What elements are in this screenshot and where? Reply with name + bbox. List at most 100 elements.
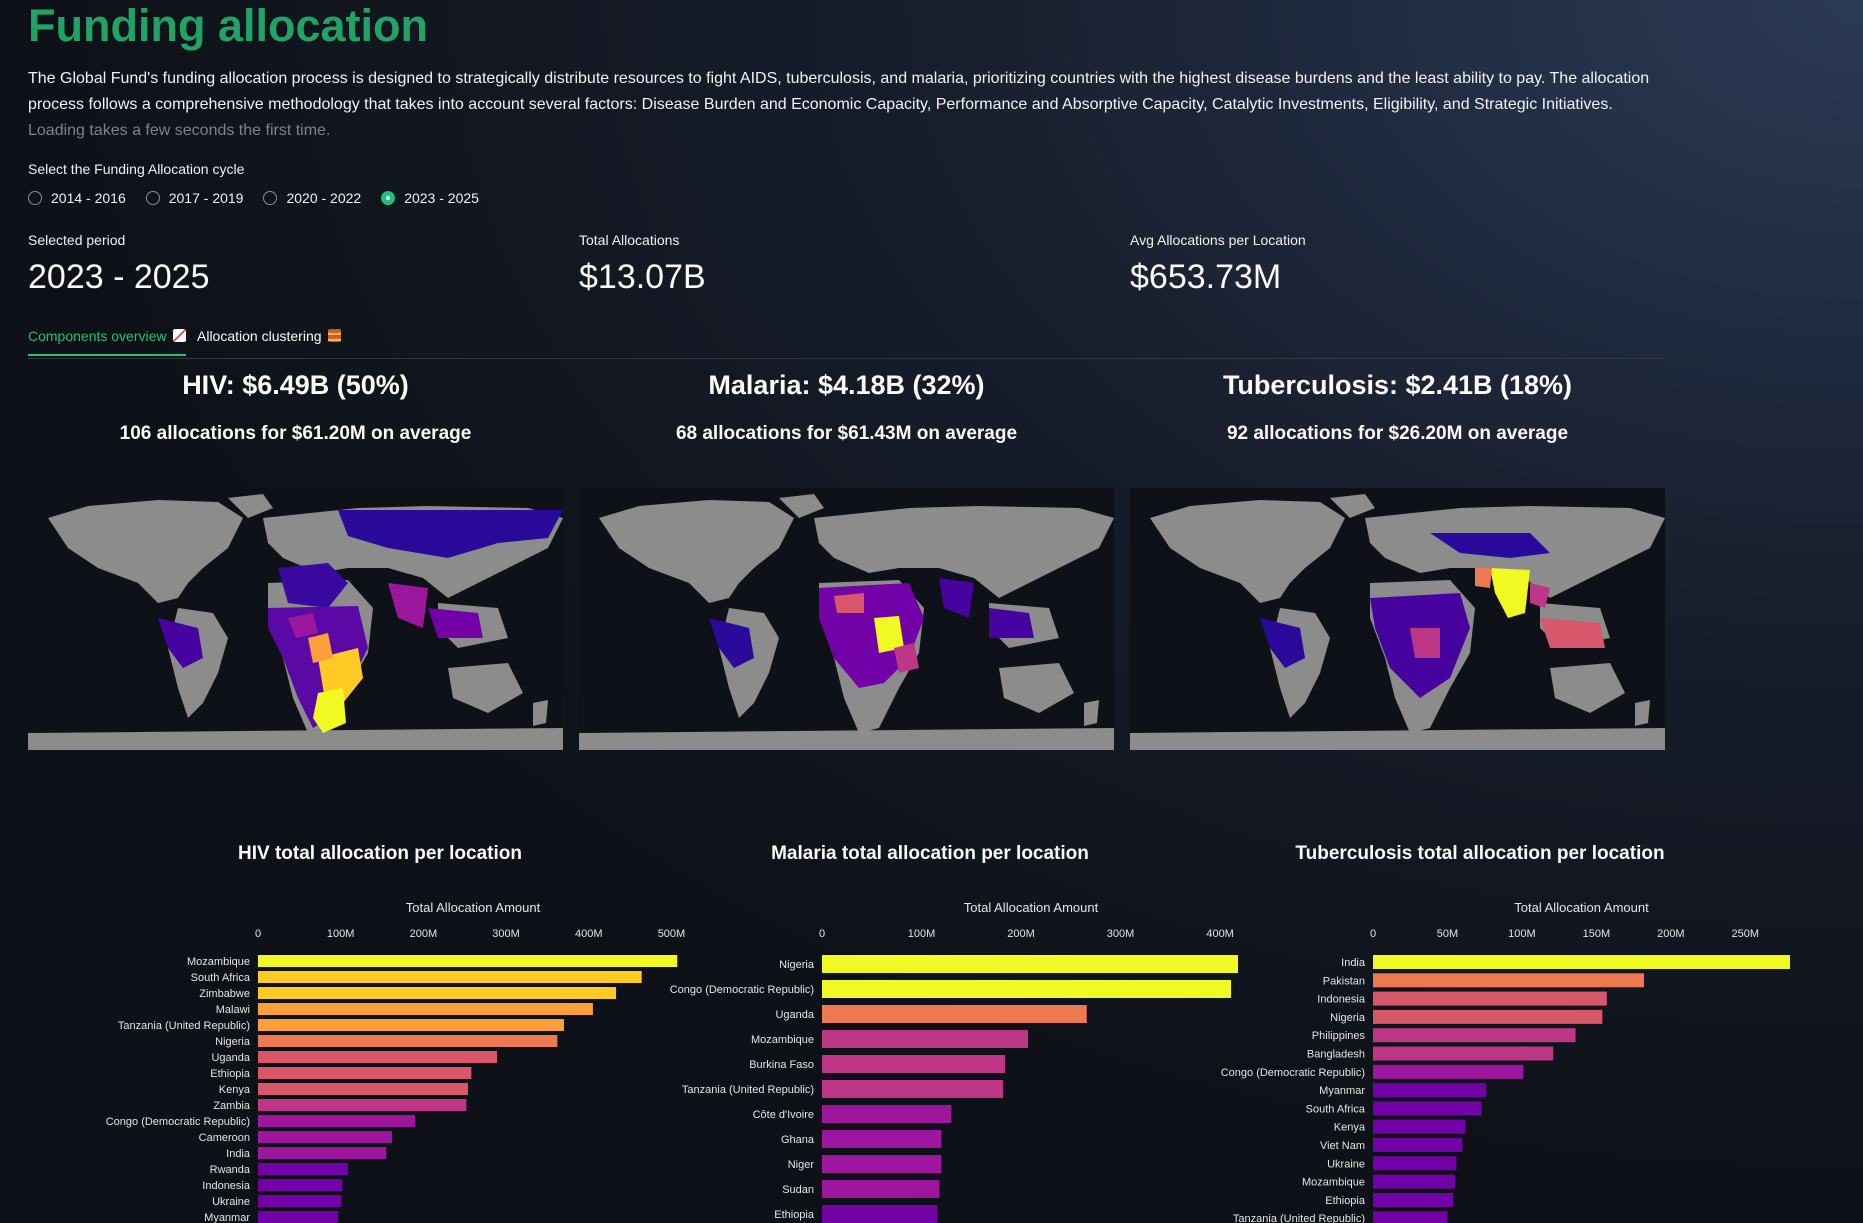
metric-avg-allocations: Avg Allocations per Location $653.73M xyxy=(1130,232,1306,297)
cycle-option-2023-2025[interactable]: 2023 - 2025 xyxy=(381,190,479,206)
hiv-subline: 106 allocations for $61.20M on average xyxy=(119,423,472,444)
land-shape xyxy=(779,494,824,518)
category-label: India xyxy=(1341,957,1366,969)
x-tick-label: 0 xyxy=(1370,928,1376,940)
bar xyxy=(1373,1101,1482,1116)
tb-world-map[interactable] xyxy=(1130,488,1665,750)
hiv-headline: HIV: $6.49B (50%) xyxy=(182,370,409,400)
metric-label: Total Allocations xyxy=(579,232,680,248)
radio-selected-icon[interactable] xyxy=(381,191,396,205)
map-highlights xyxy=(709,578,1034,688)
category-label: Zambia xyxy=(213,1100,251,1112)
hiv-bar-chart[interactable]: Total Allocation Amount 0 100M 200M 300M 400M… xyxy=(28,895,708,1223)
cycle-option-2017-2019[interactable]: 2017 - 2019 xyxy=(145,190,243,206)
x-tick-label: 0 xyxy=(255,928,261,940)
category-label: Malawi xyxy=(216,1004,250,1016)
x-tick-label: 500M xyxy=(658,928,686,940)
land-shape xyxy=(48,500,243,603)
category-label: Ethiopia xyxy=(774,1209,815,1221)
bar xyxy=(258,1019,564,1031)
metric-selected-period: Selected period 2023 - 2025 xyxy=(28,232,210,297)
bar xyxy=(1373,1138,1463,1152)
bar xyxy=(258,1131,392,1143)
tab-allocation-clustering[interactable]: Allocation clustering xyxy=(197,328,341,354)
bar xyxy=(258,955,678,967)
bar xyxy=(822,1105,952,1123)
category-label: Myanmar xyxy=(1319,1085,1365,1097)
x-tick-label: 100M xyxy=(908,928,936,940)
bar xyxy=(822,1030,1029,1048)
tb-bar-chart[interactable]: Total Allocation Amount 0 50M 100M 150M 200M 2… xyxy=(1130,895,1863,1223)
x-tick-label: 200M xyxy=(410,928,438,940)
land-shape xyxy=(228,494,273,518)
bar xyxy=(822,1180,940,1198)
land-shape xyxy=(1150,500,1345,603)
bar xyxy=(258,1115,416,1127)
cycle-option-2020-2022[interactable]: 2020 - 2022 xyxy=(263,190,361,206)
category-label: Burkina Faso xyxy=(749,1059,814,1071)
page-description: The Global Fund's funding allocation pro… xyxy=(28,66,1668,144)
category-label: Indonesia xyxy=(1317,994,1366,1006)
category-label: Sudan xyxy=(782,1184,814,1196)
radio-icon[interactable] xyxy=(145,191,160,205)
bar xyxy=(258,1099,467,1111)
page-title: Funding allocation xyxy=(28,0,428,51)
category-label: Myanmar xyxy=(204,1212,250,1223)
category-label: Ghana xyxy=(781,1134,815,1146)
bar xyxy=(822,1055,1006,1073)
category-label: Zimbabwe xyxy=(199,988,250,1000)
metric-label: Avg Allocations per Location xyxy=(1130,232,1306,248)
x-tick-label: 300M xyxy=(1107,928,1135,940)
x-tick-label: 200M xyxy=(1007,928,1035,940)
x-tick-label: 50M xyxy=(1437,928,1458,940)
category-label: Bangladesh xyxy=(1307,1049,1365,1061)
category-label: South Africa xyxy=(1306,1103,1366,1115)
category-label: Congo (Democratic Republic) xyxy=(1221,1067,1365,1079)
category-label: Rwanda xyxy=(210,1164,251,1176)
malaria-world-map[interactable] xyxy=(579,488,1114,750)
bar xyxy=(822,1005,1087,1023)
category-label: Nigeria xyxy=(1330,1012,1366,1024)
x-tick-label: 100M xyxy=(1508,928,1536,940)
hiv-world-map[interactable] xyxy=(28,488,563,750)
category-label: Niger xyxy=(788,1159,815,1171)
bar xyxy=(1373,1174,1455,1189)
category-label: Kenya xyxy=(219,1084,251,1096)
land-shape xyxy=(448,663,523,713)
tb-subline: 92 allocations for $26.20M on average xyxy=(1226,423,1569,444)
bar xyxy=(1373,1046,1554,1061)
radio-icon[interactable] xyxy=(28,191,42,205)
chart-increasing-icon xyxy=(172,329,186,342)
land-shape xyxy=(999,663,1074,713)
bar xyxy=(258,1035,558,1047)
land-shape xyxy=(579,728,1114,750)
abacus-icon xyxy=(327,329,341,342)
bar xyxy=(258,1003,593,1015)
bar xyxy=(258,1083,469,1095)
land-shape xyxy=(28,728,563,750)
category-label: Mozambique xyxy=(187,956,250,968)
category-label: Cameroon xyxy=(199,1132,250,1144)
cycle-select-label: Select the Funding Allocation cycle xyxy=(28,161,245,177)
bar xyxy=(258,1163,349,1175)
cycle-option-2014-2016[interactable]: 2014 - 2016 xyxy=(28,190,126,206)
category-label: Tanzania (United Republic) xyxy=(118,1020,250,1032)
bar xyxy=(1373,991,1607,1006)
metric-value: $13.07B xyxy=(579,258,706,296)
malaria-bar-chart[interactable]: Total Allocation Amount 0 100M 200M 300M 400M… xyxy=(580,895,1260,1223)
x-tick-label: 300M xyxy=(492,928,520,940)
category-label: Viet Nam xyxy=(1320,1140,1365,1152)
land-shape xyxy=(599,500,794,603)
bar xyxy=(822,1130,942,1148)
radio-icon[interactable] xyxy=(263,191,278,205)
category-label: South Africa xyxy=(191,972,251,984)
x-axis-label: Total Allocation Amount xyxy=(406,900,541,915)
map-highlights xyxy=(158,510,563,733)
category-label: Nigeria xyxy=(215,1036,251,1048)
x-axis-label: Total Allocation Amount xyxy=(1514,900,1649,915)
bar xyxy=(258,1051,497,1063)
tab-components-overview[interactable]: Components overview xyxy=(28,328,186,356)
category-label: Ethiopia xyxy=(210,1068,251,1080)
bar xyxy=(258,971,642,983)
bar xyxy=(1373,1192,1454,1207)
